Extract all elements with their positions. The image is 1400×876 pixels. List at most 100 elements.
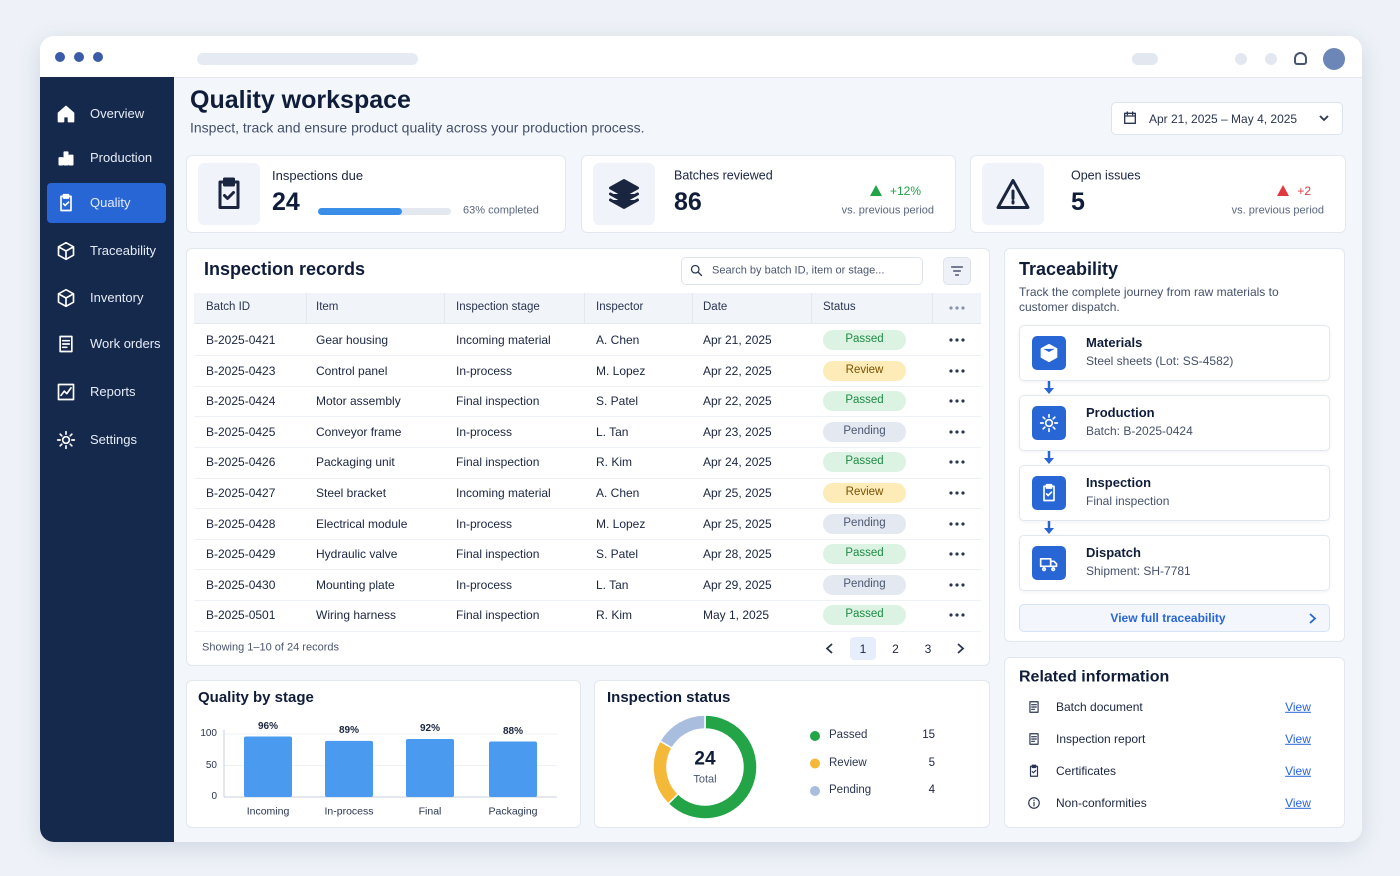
dot: [961, 552, 965, 556]
donut-chart: [652, 714, 820, 820]
nav-item[interactable]: Overview: [90, 106, 145, 122]
nav-item[interactable]: Traceability: [90, 243, 156, 259]
toolbar-dot: [1265, 53, 1277, 65]
menu-dots: [949, 430, 965, 434]
trace-step: [1019, 465, 1330, 521]
nav-item[interactable]: Inventory: [90, 290, 144, 306]
table-cell: Wiring harness: [316, 608, 397, 623]
dot: [955, 552, 959, 556]
icon-path: [57, 383, 75, 401]
status-pill: [823, 421, 906, 442]
step-detail: Steel sheets (Lot: SS-4582): [1086, 353, 1234, 368]
trend-arrow: [870, 185, 882, 196]
table-cell: S. Patel: [596, 393, 639, 408]
icon: [57, 288, 75, 308]
nav-item[interactable]: Reports: [90, 384, 136, 400]
records-summary: Showing 1–10 of 24 records: [202, 641, 339, 654]
table-cell: Steel bracket: [316, 485, 387, 500]
link-label[interactable]: View full traceability: [1110, 610, 1226, 625]
table-cell: Packaging unit: [316, 455, 395, 470]
icon-path: [1043, 483, 1055, 502]
icon-path: [58, 151, 74, 166]
icon: [609, 179, 639, 209]
table-cell: In-process: [456, 516, 513, 531]
icon: [218, 177, 240, 209]
icon-path: [60, 193, 72, 212]
column-header: Inspection stage: [456, 301, 540, 314]
icon-path: [1039, 413, 1059, 433]
table-cell: B-2025-0427: [206, 485, 276, 500]
table-cell: B-2025-0423: [206, 363, 276, 378]
x-tick-label: Packaging: [488, 805, 538, 818]
dot: [949, 338, 953, 342]
table-cell: A. Chen: [596, 332, 640, 347]
dot: [961, 338, 965, 342]
step-name: Production: [1086, 405, 1155, 421]
table-cell: L. Tan: [596, 577, 629, 592]
related-action[interactable]: View: [1285, 795, 1311, 810]
date-picker[interactable]: [1111, 102, 1343, 135]
table-cell: B-2025-0426: [206, 455, 276, 470]
dot: [961, 521, 965, 526]
page-number[interactable]: 3: [924, 641, 932, 656]
legend-swatch: [810, 758, 820, 769]
kpi-change: +2: [1297, 183, 1311, 198]
nav-item[interactable]: Production: [90, 150, 153, 166]
connector-arrow: [1044, 458, 1054, 464]
kpi-label: Inspections due: [272, 168, 364, 184]
avatar[interactable]: [1323, 48, 1345, 70]
icon: [57, 105, 75, 123]
page-prev: [825, 643, 833, 654]
menu-dots: [949, 399, 965, 403]
table-cell: Final inspection: [456, 393, 540, 408]
card-title: Inspection records: [204, 259, 366, 280]
search-box[interactable]: [681, 257, 923, 285]
icon-path: [690, 264, 703, 277]
page-number[interactable]: 1: [859, 641, 867, 656]
related-action[interactable]: View: [1285, 763, 1311, 778]
dot: [949, 552, 953, 556]
step-name: Materials: [1086, 335, 1143, 351]
x-tick-label: In-process: [324, 805, 374, 818]
legend-label: Pending: [829, 784, 872, 797]
trend-arrow-path: [870, 185, 882, 196]
icon: [1039, 558, 1058, 572]
related-action[interactable]: View: [1285, 699, 1311, 714]
dot: [961, 306, 965, 310]
toolbar-dot: [1235, 53, 1247, 65]
kpi-change: +12%: [889, 183, 921, 198]
icon: [58, 151, 74, 166]
notification-icon[interactable]: [1294, 52, 1307, 65]
dot: [949, 460, 953, 464]
icon-path: [1029, 764, 1039, 777]
nav-item[interactable]: Work orders: [90, 336, 161, 352]
page-number[interactable]: 2: [892, 641, 899, 656]
traceability-link[interactable]: [1019, 604, 1330, 632]
window-dot: [93, 52, 103, 62]
row-divider: [194, 508, 981, 510]
chevron-path: [825, 643, 833, 654]
legend-label: Review: [829, 756, 867, 769]
related-action[interactable]: View: [1285, 731, 1311, 746]
status-label: Pending: [843, 424, 886, 437]
icon-path: [1029, 733, 1039, 745]
link-chevron: [1309, 613, 1317, 624]
dot: [955, 460, 959, 464]
x-tick-label: Final: [418, 805, 442, 818]
legend-swatch: [810, 786, 820, 796]
table-cell: M. Lopez: [596, 363, 646, 378]
nav-item[interactable]: Settings: [90, 432, 137, 448]
dot: [955, 399, 959, 403]
table-cell: B-2025-0421: [206, 332, 276, 347]
donut-segment: [658, 714, 706, 750]
nav-item[interactable]: Quality: [90, 195, 131, 211]
column-header: Batch ID: [206, 301, 251, 314]
bar-value-label: 88%: [502, 725, 524, 737]
column-header: Item: [316, 301, 339, 314]
table-cell: Apr 25, 2025: [703, 485, 772, 500]
menu-dots: [949, 338, 965, 342]
dot: [955, 306, 959, 310]
table-cell: B-2025-0424: [206, 393, 276, 408]
icon-path: [59, 335, 73, 353]
